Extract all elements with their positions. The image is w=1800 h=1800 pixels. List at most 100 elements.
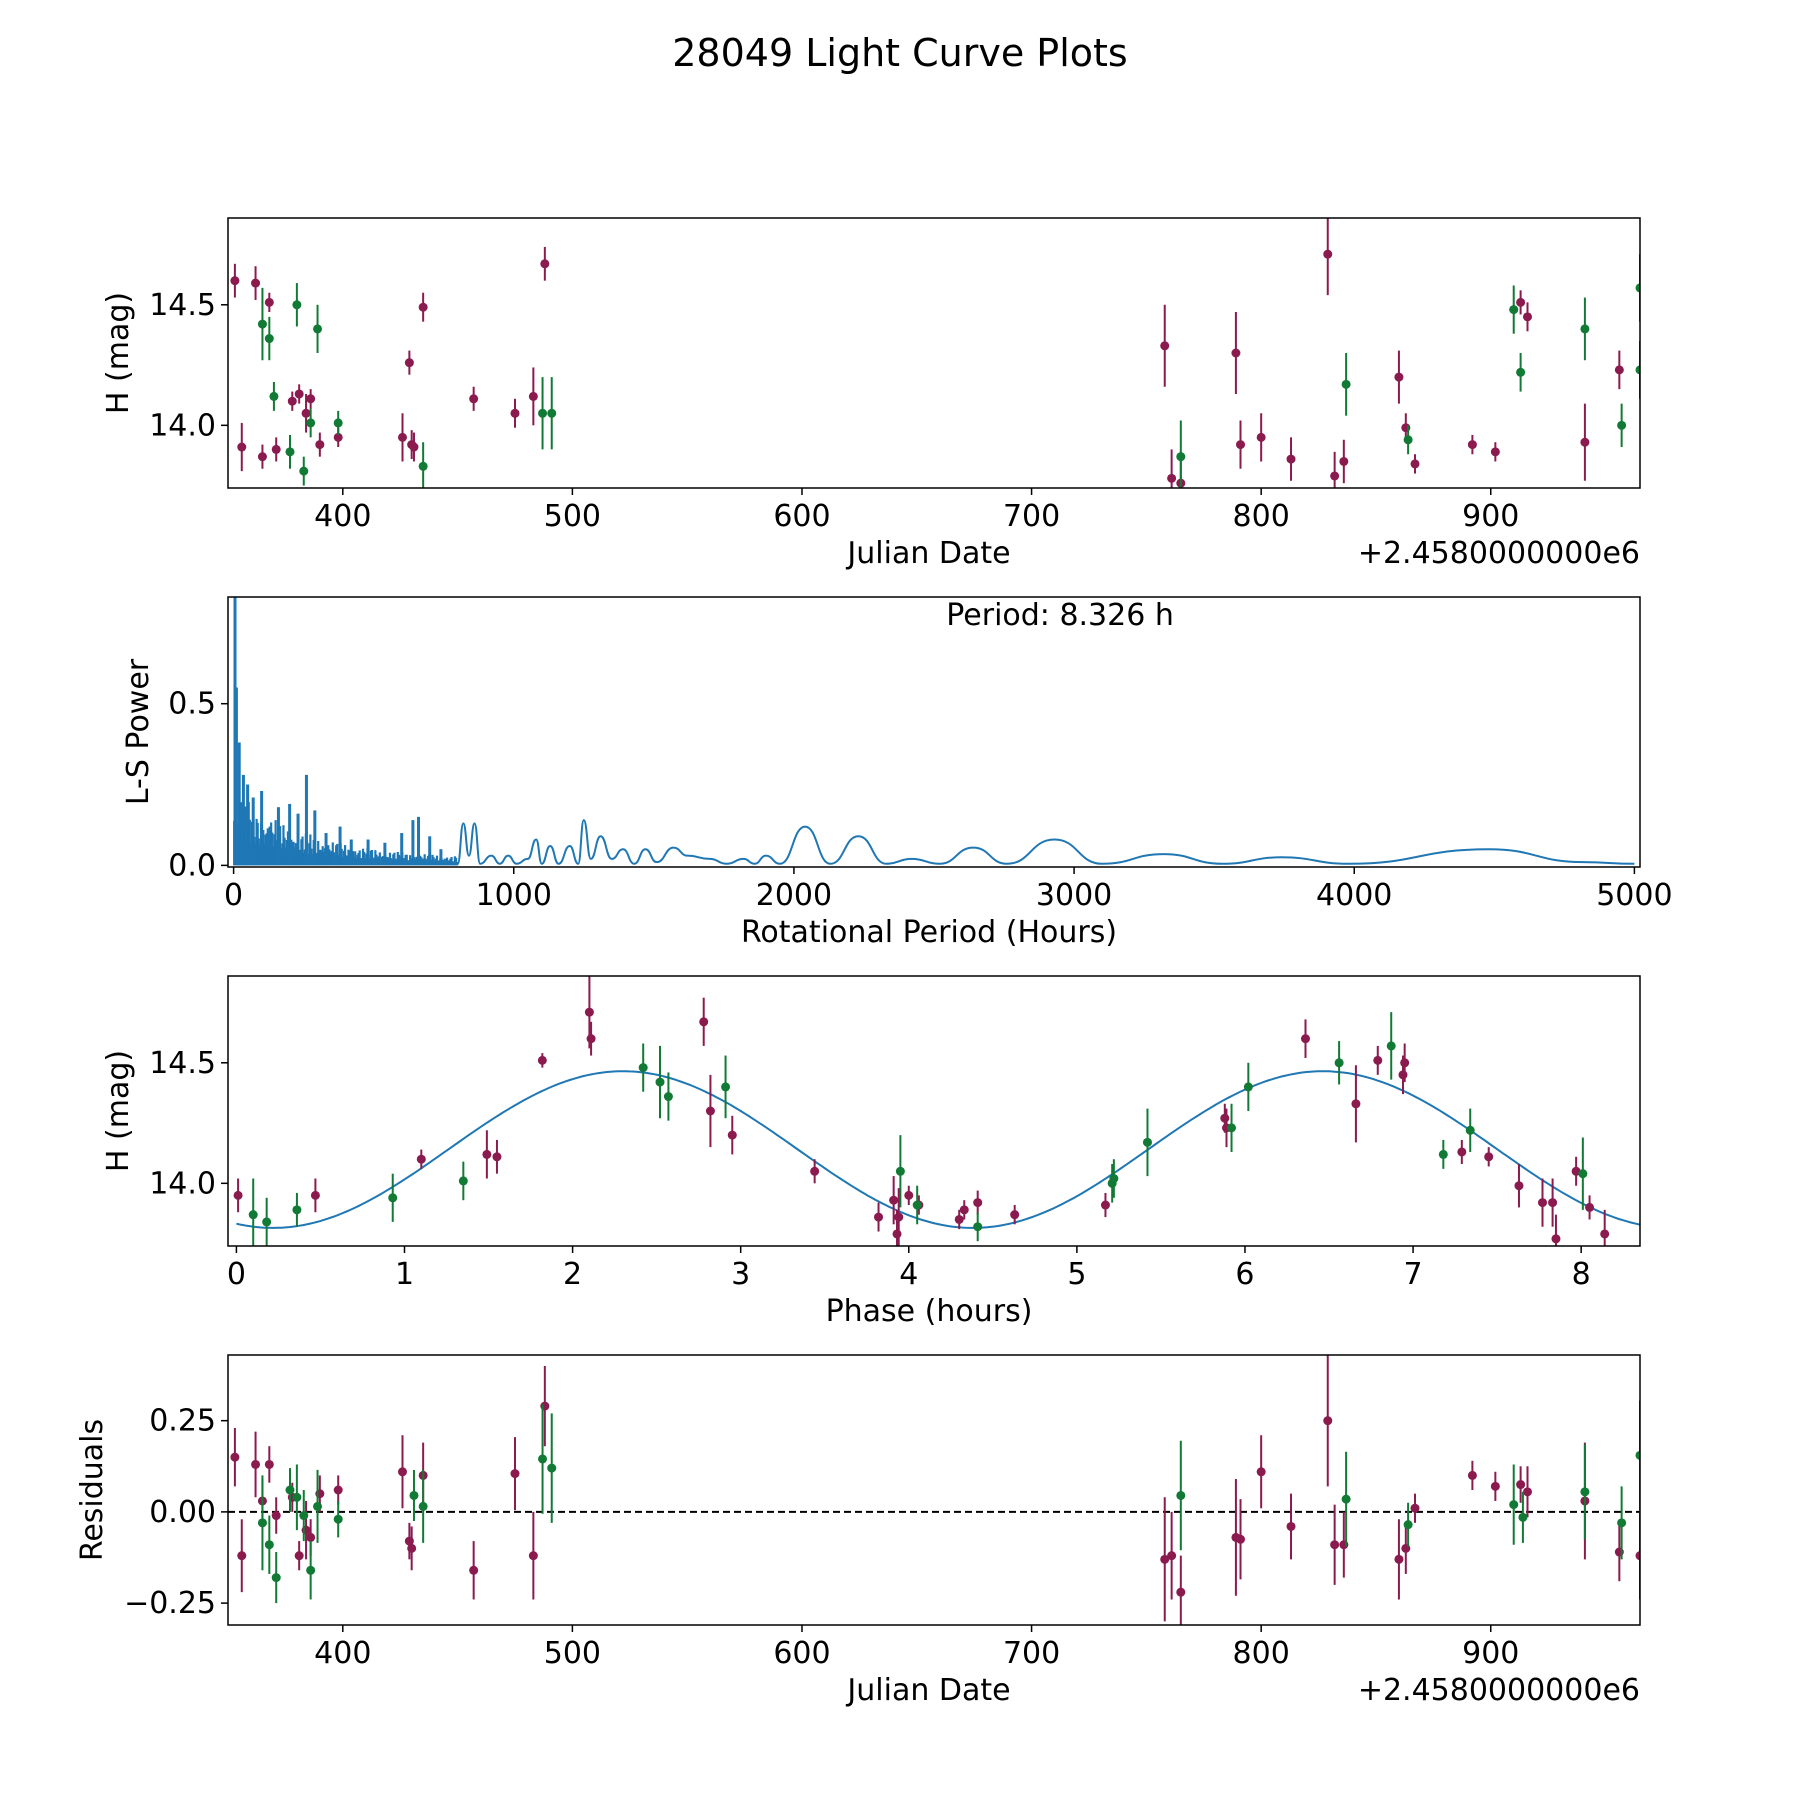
data-point <box>895 1135 905 1208</box>
marker <box>584 1007 594 1017</box>
marker <box>310 1190 320 1200</box>
marker <box>1457 1147 1467 1157</box>
data-point <box>1341 353 1351 416</box>
marker <box>1231 348 1241 358</box>
data-point <box>264 1446 274 1483</box>
data-point <box>1176 1440 1186 1551</box>
data-point <box>409 432 419 462</box>
marker <box>1339 456 1349 466</box>
marker <box>1509 1500 1519 1510</box>
marker <box>1467 440 1477 450</box>
marker <box>409 1490 419 1500</box>
x-tick-label: 900 <box>1462 499 1519 534</box>
data-point <box>1231 312 1241 394</box>
y-axis-label: L-S Power <box>121 658 156 805</box>
data-point <box>233 1178 243 1213</box>
marker <box>1176 1490 1186 1500</box>
data-point <box>1351 1065 1361 1143</box>
data-point <box>292 283 302 327</box>
marker <box>810 1166 820 1176</box>
marker <box>874 1212 884 1222</box>
data-point <box>333 1500 343 1538</box>
series-r-band <box>230 218 1624 488</box>
x-tick-label: 3000 <box>1036 878 1112 913</box>
panel-residuals: 400 500 600 700 800 900 −0.25 0.00 0.25 Julian Da… <box>75 1354 1641 1708</box>
marker <box>1100 1200 1110 1210</box>
data-point <box>257 444 267 469</box>
marker <box>388 1193 398 1203</box>
plot-area-phased <box>233 976 1640 1246</box>
marker <box>1236 1534 1246 1544</box>
marker <box>895 1166 905 1176</box>
marker <box>1394 372 1404 382</box>
marker <box>1403 1520 1413 1530</box>
x-tick-label: 5000 <box>1596 878 1672 913</box>
marker <box>1410 1503 1420 1513</box>
data-point <box>959 1200 969 1220</box>
x-tick-label: 0 <box>227 1257 246 1292</box>
marker <box>727 1130 737 1140</box>
marker <box>663 1092 673 1102</box>
data-point <box>404 350 414 375</box>
data-point <box>1438 1139 1448 1169</box>
marker <box>397 1467 407 1477</box>
data-point <box>397 413 407 462</box>
data-point <box>1580 297 1590 361</box>
marker <box>721 1082 731 1092</box>
x-tick-label: 400 <box>314 1636 371 1671</box>
marker <box>313 1501 323 1511</box>
data-point <box>1635 340 1640 399</box>
marker <box>1398 1070 1408 1080</box>
marker <box>1600 1229 1610 1239</box>
data-point <box>271 1497 281 1534</box>
data-point <box>407 1526 417 1571</box>
x-tick-label: 4000 <box>1316 878 1392 913</box>
data-point <box>257 1475 267 1571</box>
marker <box>1300 1034 1310 1044</box>
x-tick-label: 2 <box>563 1257 582 1292</box>
data-point <box>237 422 247 472</box>
x-tick-label: 900 <box>1462 1636 1519 1671</box>
data-point <box>248 1178 258 1246</box>
marker <box>1580 324 1590 334</box>
y-tick-label: 14.0 <box>149 408 216 443</box>
marker <box>251 1459 261 1469</box>
data-point <box>1373 1045 1383 1075</box>
marker <box>1373 1055 1383 1065</box>
axes-frame <box>227 975 1641 1247</box>
data-point <box>1243 1062 1253 1111</box>
marker <box>492 1152 502 1162</box>
data-point <box>705 1074 715 1148</box>
x-tick-label: 2000 <box>756 878 832 913</box>
data-point <box>1236 1499 1246 1580</box>
data-point <box>1100 1192 1110 1218</box>
marker <box>469 394 479 404</box>
data-point <box>333 1475 343 1505</box>
data-point <box>663 1072 673 1121</box>
data-point <box>469 1541 479 1600</box>
marker <box>1160 1554 1170 1564</box>
data-point <box>469 386 479 411</box>
marker <box>892 1229 902 1239</box>
data-point <box>1403 1502 1413 1547</box>
marker <box>1109 1174 1119 1183</box>
data-point <box>1467 1460 1477 1490</box>
marker <box>1410 459 1420 469</box>
data-point <box>1635 254 1640 322</box>
data-point <box>528 367 538 426</box>
marker <box>418 461 428 471</box>
data-point <box>1490 442 1500 462</box>
marker <box>1323 1416 1333 1426</box>
marker <box>1617 420 1627 430</box>
marker <box>285 447 295 457</box>
data-point <box>1514 1164 1524 1208</box>
data-point <box>294 384 304 404</box>
data-point <box>1490 1471 1500 1501</box>
marker <box>538 1454 548 1464</box>
marker <box>904 1190 914 1200</box>
data-point <box>333 410 343 435</box>
data-point <box>540 246 550 281</box>
data-point <box>1467 434 1477 455</box>
data-point <box>285 434 295 469</box>
data-point <box>1394 1519 1404 1600</box>
